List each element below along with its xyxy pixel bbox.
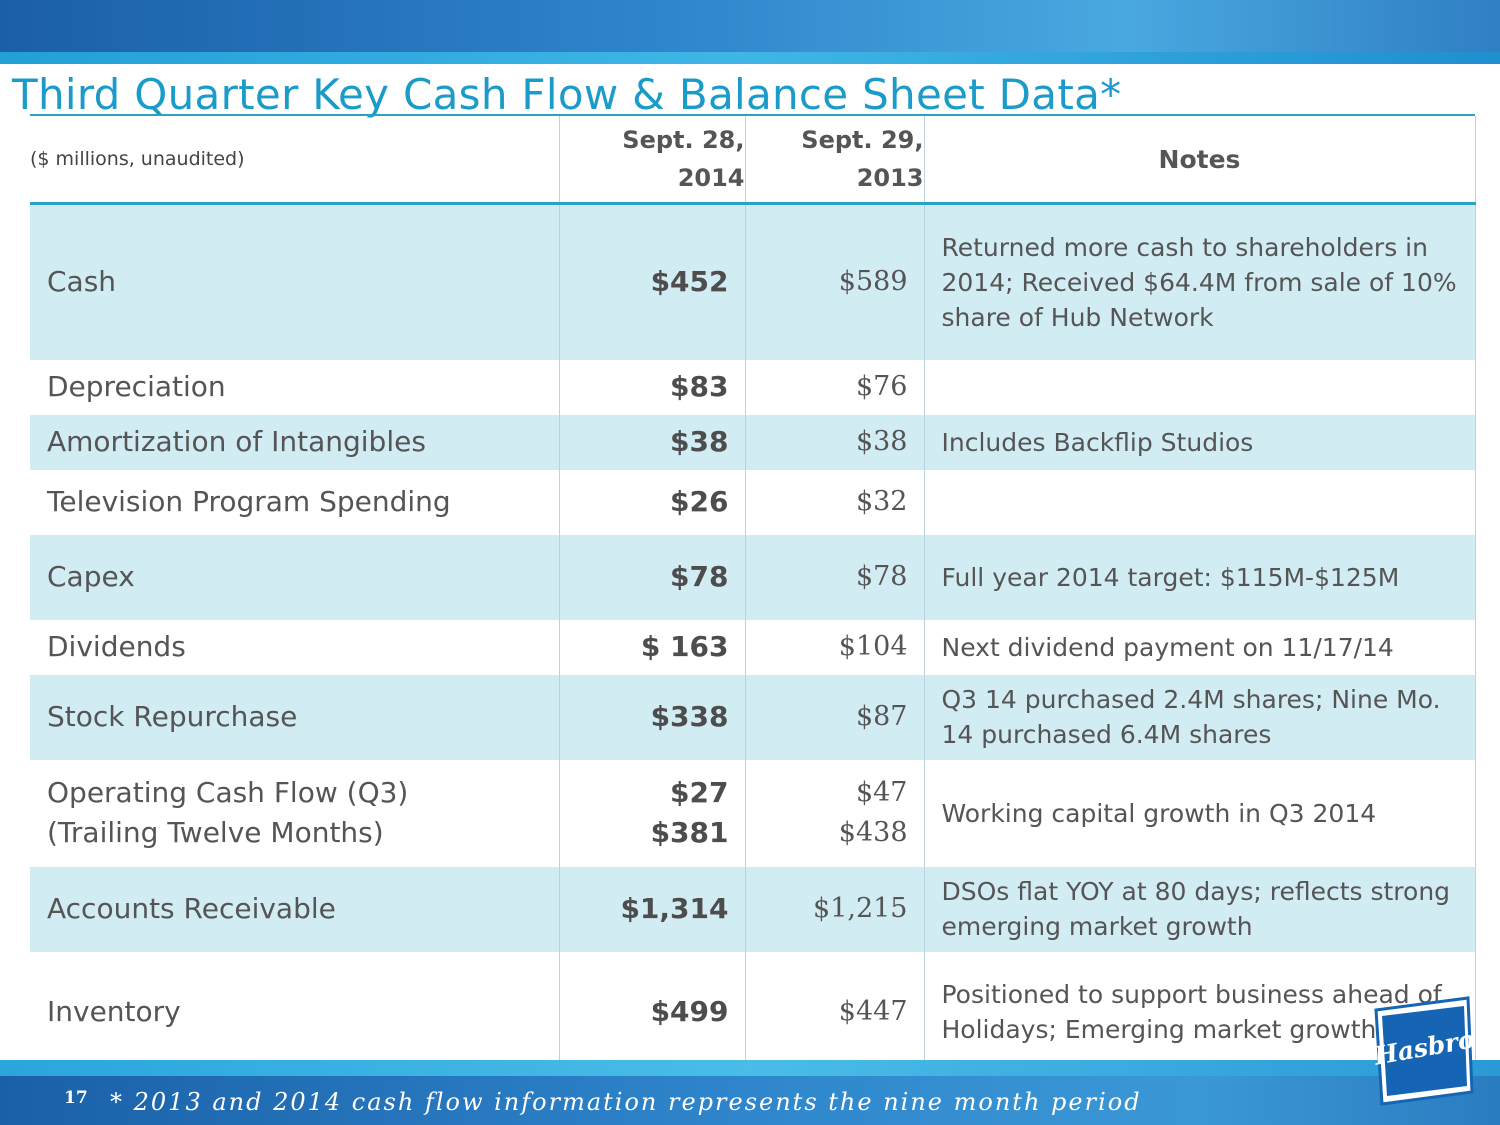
column-header-2013-year: 2013 <box>856 164 924 192</box>
row-label: Depreciation <box>47 370 226 403</box>
row-label-line2: (Trailing Twelve Months) <box>47 816 384 849</box>
column-header-2013-date: Sept. 29, <box>801 126 924 154</box>
hasbro-logo: Hasbro <box>1371 996 1477 1106</box>
value-2014: $38 <box>558 414 745 470</box>
row-note: Full year 2014 target: $115M-$125M <box>923 534 1476 620</box>
top-banner <box>0 0 1500 64</box>
column-header-2013: Sept. 29, 2013 <box>744 116 924 204</box>
table-row-stock-repurchase: Stock Repurchase $338 $87 Q3 14 purchase… <box>30 674 1476 760</box>
value-2013-q3: $47 <box>855 777 908 808</box>
row-note: Returned more cash to shareholders in 20… <box>923 203 1476 360</box>
value-2014: $499 <box>558 951 745 1072</box>
value-2014: $338 <box>558 674 745 760</box>
row-note <box>923 469 1476 535</box>
row-label-line1: Operating Cash Flow (Q3) <box>47 776 409 809</box>
unit-label: ($ millions, unaudited) <box>30 148 245 170</box>
value-2013: $38 <box>744 414 924 470</box>
value-2013: $78 <box>744 534 924 620</box>
table-row-cash: Cash $452 $589 Returned more cash to sha… <box>30 203 1476 360</box>
value-2013: $32 <box>744 469 924 535</box>
bottom-banner <box>0 1060 1500 1125</box>
table-header-row: ($ millions, unaudited) Sept. 28, 2014 S… <box>30 116 1476 204</box>
value-2013: $447 <box>744 951 924 1072</box>
row-label: Television Program Spending <box>47 485 451 518</box>
table-row-amortization: Amortization of Intangibles $38 $38 Incl… <box>30 414 1476 470</box>
notes-header: Notes <box>923 116 1476 204</box>
table-row-depreciation: Depreciation $83 $76 <box>30 359 1476 415</box>
value-2013: $589 <box>744 203 924 360</box>
value-2014: $27 $381 <box>558 759 745 867</box>
row-label: Accounts Receivable <box>47 892 336 925</box>
page-number: 17 <box>64 1088 88 1108</box>
row-label: Amortization of Intangibles <box>47 425 426 458</box>
row-note: Q3 14 purchased 2.4M shares; Nine Mo. 14… <box>923 674 1476 760</box>
row-label: Dividends <box>47 630 186 663</box>
row-note <box>923 359 1476 415</box>
column-header-2014-date: Sept. 28, <box>622 126 745 154</box>
column-header-2014-year: 2014 <box>677 164 745 192</box>
table-row-inventory: Inventory $499 $447 Positioned to suppor… <box>30 951 1476 1072</box>
table-row-operating-cash-flow: Operating Cash Flow (Q3) (Trailing Twelv… <box>30 759 1476 867</box>
value-2013: $47 $438 <box>744 759 924 867</box>
row-note: Includes Backflip Studios <box>923 414 1476 470</box>
table-row-capex: Capex $78 $78 Full year 2014 target: $11… <box>30 534 1476 620</box>
page-title: Third Quarter Key Cash Flow & Balance Sh… <box>12 70 1122 119</box>
column-header-2014: Sept. 28, 2014 <box>558 116 745 204</box>
value-2014-q3: $27 <box>670 776 729 809</box>
value-2014: $26 <box>558 469 745 535</box>
value-2014: $ 163 <box>558 619 745 675</box>
table-row-dividends: Dividends $ 163 $104 Next dividend payme… <box>30 619 1476 675</box>
value-2014: $83 <box>558 359 745 415</box>
value-2014: $78 <box>558 534 745 620</box>
table-row-accounts-receivable: Accounts Receivable $1,314 $1,215 DSOs f… <box>30 866 1476 952</box>
row-note: Next dividend payment on 11/17/14 <box>923 619 1476 675</box>
row-note: Working capital growth in Q3 2014 <box>923 759 1476 867</box>
title-divider <box>30 114 1475 116</box>
value-2014: $452 <box>558 203 745 360</box>
value-2013: $104 <box>744 619 924 675</box>
row-label: Capex <box>47 560 135 593</box>
value-2013: $87 <box>744 674 924 760</box>
table-row-tv-spending: Television Program Spending $26 $32 <box>30 469 1476 535</box>
value-2014-ttm: $381 <box>650 816 729 849</box>
row-note: DSOs flat YOY at 80 days; reflects stron… <box>923 866 1476 952</box>
value-2014: $1,314 <box>558 866 745 952</box>
row-label: Inventory <box>47 994 181 1028</box>
value-2013: $76 <box>744 359 924 415</box>
value-2013-ttm: $438 <box>838 817 908 848</box>
row-label: Stock Repurchase <box>47 700 298 733</box>
row-label: Cash <box>47 265 117 299</box>
footnote: * 2013 and 2014 cash flow information re… <box>110 1088 1142 1116</box>
value-2013: $1,215 <box>744 866 924 952</box>
cash-flow-table: ($ millions, unaudited) Sept. 28, 2014 S… <box>30 116 1476 1072</box>
row-label: Operating Cash Flow (Q3) (Trailing Twelv… <box>30 760 559 867</box>
